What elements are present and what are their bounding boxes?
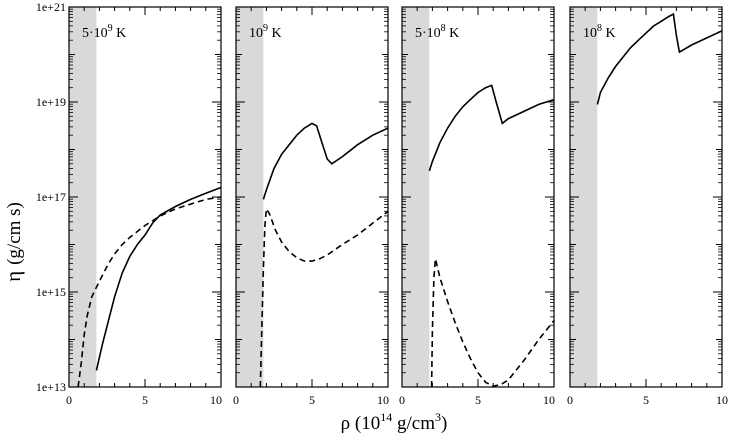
panel-3: 0 5 10 5·108 K [399,6,555,407]
x-tick-label: 0 [233,393,239,407]
x-tick-label: 5 [475,393,481,407]
panel-label: 5·109 K [82,23,126,41]
panels-layer: 0 5 10 5·109 K 0 5 10 109 K 0 5 10 5·108 K 0 5 10 108 K… [36,0,728,407]
series-line-solid [95,186,221,371]
svg-text:η(g/cm s): η (g/cm s) [1,202,25,282]
series-line-solid [596,12,722,105]
series-line-dashed [77,196,221,387]
panel-2: 0 5 10 109 K [233,6,389,407]
x-tick-label: 10 [377,393,389,407]
y-tick-label: 1e+21 [36,0,66,14]
x-tick-label: 10 [716,393,728,407]
x-tick-label: 0 [66,393,72,407]
series-line-solid [428,84,554,172]
y-tick-label: 1e+15 [36,285,66,299]
x-tick-label: 0 [567,393,573,407]
series-line-dashed [259,206,388,387]
panel-4: 0 5 10 108 K [567,6,728,407]
x-tick-label: 0 [399,393,405,407]
x-tick-label: 10 [210,393,222,407]
panel-label: 109 K [249,23,282,41]
x-tick-label: 5 [142,393,148,407]
y-tick-label: 1e+19 [36,95,66,109]
x-tick-label: 5 [309,393,315,407]
y-axis-symbol: η [1,271,25,282]
y-axis-units: (g/cm s) [4,202,25,265]
x-tick-label: 5 [643,393,649,407]
x-tick-label: 10 [543,393,555,407]
series-line-dashed [430,258,554,387]
y-axis-label: η (g/cm s) [1,202,25,282]
y-tick-label: 1e+17 [36,190,66,204]
series-line-solid [262,122,388,200]
y-tick-label: 1e+13 [36,380,66,394]
panel-1: 0 5 10 5·109 K [66,6,222,407]
panel-label: 5·108 K [415,23,459,41]
x-axis-label: ρ (1014 g/cm3) [341,410,448,434]
panel-label: 108 K [583,23,616,41]
